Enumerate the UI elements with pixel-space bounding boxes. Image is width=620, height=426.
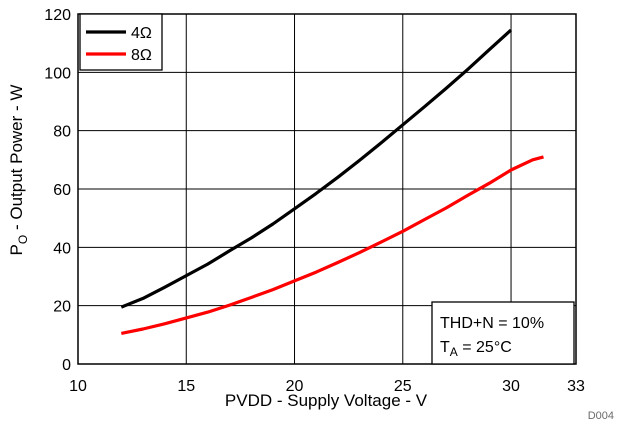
series-line-0: [120, 28, 513, 309]
x-axis-title: PVDD - Supply Voltage - V: [225, 391, 428, 410]
y-axis-title: PO - Output Power - W: [7, 85, 30, 256]
y-tick-label: 120: [44, 7, 71, 24]
series-line-1: [120, 155, 544, 335]
conditions-annotation: THD+N = 10% TA = 25°C: [431, 301, 575, 365]
y-tick-label: 40: [53, 240, 71, 257]
legend-label-8ohm: 8Ω: [131, 47, 152, 64]
conditions-temperature-sub: A: [450, 345, 458, 359]
series-lines: [120, 28, 544, 335]
plot-area-frame: [77, 13, 577, 365]
x-tick-label: 15: [177, 378, 195, 395]
conditions-box: [431, 301, 575, 365]
conditions-temperature-rest: = 25°C: [458, 339, 512, 356]
y-tick-label: 60: [53, 182, 71, 199]
y-tick-label: 0: [62, 357, 71, 374]
y-axis-title-main: P: [7, 244, 26, 255]
y-axis-ticks: 0 20 40 60 80 100 120: [44, 7, 71, 374]
legend-label-4ohm: 4Ω: [131, 25, 152, 42]
x-tick-label: 25: [394, 378, 412, 395]
conditions-temperature: TA = 25°C: [440, 339, 512, 359]
y-axis-title-rest: - Output Power - W: [7, 85, 26, 235]
x-tick-label: 10: [69, 378, 87, 395]
figure-id: D004: [588, 410, 614, 422]
y-tick-label: 100: [44, 65, 71, 82]
y-axis-title-subscript: O: [16, 235, 30, 244]
x-tick-label: 33: [567, 378, 585, 395]
conditions-temperature-main: T: [440, 339, 450, 356]
y-tick-label: 20: [53, 299, 71, 316]
y-tick-label: 80: [53, 124, 71, 141]
conditions-thd: THD+N = 10%: [440, 315, 544, 332]
x-axis-ticks: 10 15 20 25 30 33: [69, 378, 585, 395]
x-tick-label: 20: [286, 378, 304, 395]
legend-box: [79, 13, 163, 71]
x-tick-label: 30: [502, 378, 520, 395]
grid-lines: [78, 14, 576, 364]
legend: 4Ω 8Ω: [79, 13, 163, 71]
